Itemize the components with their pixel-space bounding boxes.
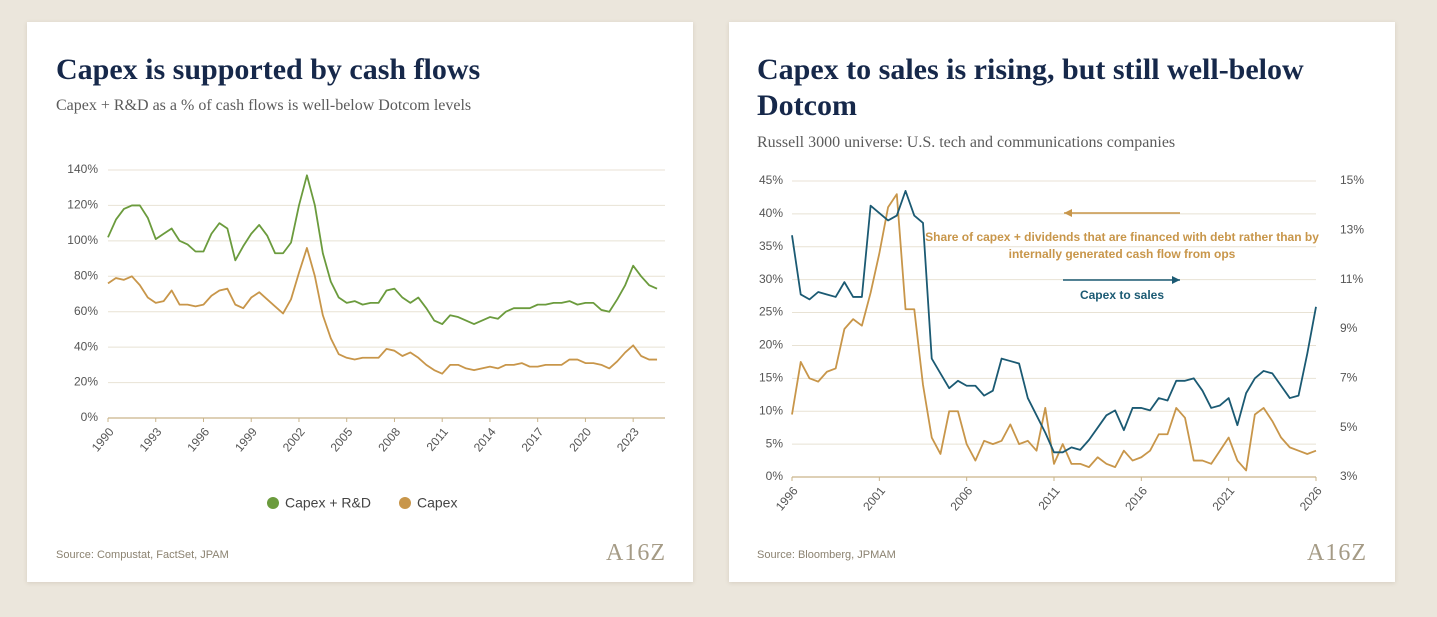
x-tick-label: 1996: [184, 425, 212, 455]
legend-marker: [267, 497, 279, 509]
y-tick-label: 30%: [759, 272, 783, 286]
source-note: Source: Bloomberg, JPMAM: [757, 549, 896, 561]
y-tick-label: 45%: [759, 173, 783, 187]
x-tick-label: 2014: [471, 425, 499, 455]
y-tick-label: 60%: [74, 304, 98, 318]
y-tick-label: 25%: [759, 305, 783, 319]
x-tick-label: 2005: [328, 425, 356, 455]
data-line: [107, 247, 658, 375]
x-tick-label: 2026: [1297, 484, 1325, 514]
x-tick-label: 1993: [137, 425, 165, 455]
y-tick-label: 0%: [81, 410, 99, 424]
x-tick-label: 2011: [1035, 484, 1063, 513]
data-line: [791, 193, 1317, 472]
x-tick-label: 2008: [375, 425, 403, 455]
y-tick-label: 140%: [67, 162, 98, 176]
x-tick-label: 2001: [860, 484, 888, 514]
chart-subtitle: Capex + R&D as a % of cash flows is well…: [56, 97, 472, 114]
legend-label: Capex + R&D: [285, 495, 371, 511]
y2-tick-label: 3%: [1340, 469, 1358, 483]
series-annotation: Capex to sales: [1079, 288, 1165, 302]
chart-subtitle: Russell 3000 universe: U.S. tech and com…: [757, 134, 1176, 151]
x-tick-label: 2011: [424, 425, 452, 454]
y2-tick-label: 9%: [1340, 321, 1358, 335]
y-tick-label: 40%: [74, 339, 98, 353]
y-tick-label: 120%: [67, 198, 98, 212]
y-tick-label: 35%: [759, 239, 783, 253]
y2-tick-label: 11%: [1340, 272, 1363, 286]
y-tick-label: 20%: [74, 375, 98, 389]
x-tick-label: 2020: [566, 425, 594, 455]
x-tick-label: 2021: [1210, 484, 1238, 514]
chart-title: Capex to sales is rising, but still well…: [757, 53, 1304, 122]
y2-tick-label: 7%: [1340, 371, 1358, 385]
x-tick-label: 1990: [89, 425, 117, 455]
y2-tick-label: 13%: [1340, 223, 1364, 237]
y-tick-label: 40%: [759, 206, 783, 220]
source-note: Source: Compustat, FactSet, JPAM: [56, 549, 229, 561]
x-tick-label: 2016: [1122, 484, 1150, 514]
chart-card: [27, 22, 693, 582]
series-annotation: Share of capex + dividends that are fina…: [925, 230, 1319, 261]
y-tick-label: 80%: [74, 268, 98, 282]
y-tick-label: 15%: [759, 371, 783, 385]
annotation-arrowhead: [1172, 276, 1180, 284]
data-line: [107, 174, 658, 326]
logo: A16Z: [606, 540, 666, 566]
data-line: [791, 189, 1317, 454]
legend-label: Capex: [417, 495, 457, 511]
y-tick-label: 20%: [759, 338, 783, 352]
y-tick-label: 5%: [766, 436, 784, 450]
x-tick-label: 1999: [232, 425, 260, 455]
x-tick-label: 2006: [948, 484, 976, 514]
legend-marker: [398, 497, 411, 509]
x-tick-label: 1996: [773, 484, 801, 514]
annotation-arrowhead: [1064, 209, 1072, 217]
logo: A16Z: [1307, 540, 1367, 566]
y-tick-label: 10%: [759, 403, 783, 417]
x-tick-label: 2002: [280, 425, 308, 455]
x-tick-label: 2023: [614, 425, 642, 455]
y-tick-label: 100%: [67, 233, 98, 247]
y-tick-label: 0%: [766, 469, 784, 483]
x-tick-label: 2017: [519, 425, 547, 455]
chart-title: Capex is supported by cash flows: [56, 53, 481, 86]
chart-card: [729, 22, 1395, 582]
y2-tick-label: 5%: [1340, 420, 1358, 434]
y2-tick-label: 15%: [1340, 173, 1364, 187]
